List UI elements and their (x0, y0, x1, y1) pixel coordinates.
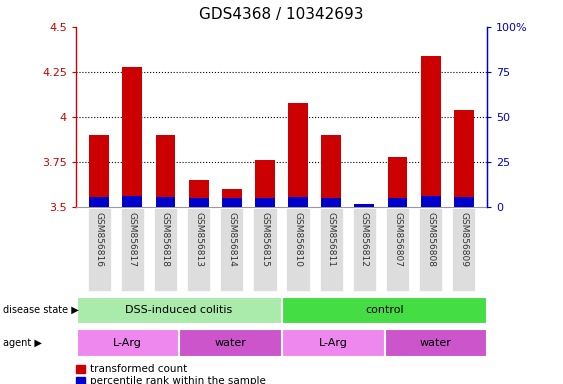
Title: GDS4368 / 10342693: GDS4368 / 10342693 (199, 7, 364, 22)
Bar (421, 195, 441, 207)
Bar (155, 197, 176, 207)
FancyBboxPatch shape (187, 208, 210, 291)
Bar (421, 56, 441, 207)
Text: GSM856815: GSM856815 (261, 212, 270, 266)
FancyBboxPatch shape (386, 208, 409, 291)
Bar (288, 197, 308, 207)
FancyBboxPatch shape (320, 208, 343, 291)
FancyBboxPatch shape (120, 208, 144, 291)
Text: GSM856808: GSM856808 (426, 212, 435, 266)
Text: GSM856809: GSM856809 (459, 212, 468, 266)
Bar (255, 161, 275, 207)
Bar (321, 135, 341, 207)
FancyBboxPatch shape (353, 208, 376, 291)
Text: GSM856811: GSM856811 (327, 212, 336, 266)
Bar (288, 103, 308, 207)
Bar (122, 195, 142, 207)
Bar (155, 135, 176, 207)
Text: GSM856812: GSM856812 (360, 212, 369, 266)
Text: water: water (419, 338, 452, 348)
Text: GSM856810: GSM856810 (293, 212, 302, 266)
Bar (387, 199, 408, 207)
Text: L-Arg: L-Arg (113, 338, 142, 348)
Bar (321, 199, 341, 207)
Text: GSM856816: GSM856816 (95, 212, 104, 266)
Text: disease state ▶: disease state ▶ (3, 305, 79, 315)
Bar (454, 110, 473, 207)
FancyBboxPatch shape (77, 297, 281, 323)
Text: L-Arg: L-Arg (319, 338, 347, 348)
FancyBboxPatch shape (419, 208, 443, 291)
Text: GSM856807: GSM856807 (393, 212, 402, 266)
Text: water: water (214, 338, 246, 348)
Bar (454, 197, 473, 207)
Bar (387, 157, 408, 207)
Bar (189, 199, 208, 207)
FancyBboxPatch shape (220, 208, 243, 291)
FancyBboxPatch shape (154, 208, 177, 291)
FancyBboxPatch shape (287, 208, 310, 291)
Bar (90, 135, 109, 207)
Legend: transformed count, percentile rank within the sample: transformed count, percentile rank withi… (75, 364, 266, 384)
FancyBboxPatch shape (77, 329, 178, 356)
FancyBboxPatch shape (282, 297, 486, 323)
Bar (355, 204, 374, 207)
Text: GSM856818: GSM856818 (161, 212, 170, 266)
FancyBboxPatch shape (253, 208, 276, 291)
Text: GSM856817: GSM856817 (128, 212, 137, 266)
FancyBboxPatch shape (88, 208, 111, 291)
Bar (122, 66, 142, 207)
FancyBboxPatch shape (180, 329, 281, 356)
FancyBboxPatch shape (385, 329, 486, 356)
Text: control: control (365, 305, 404, 315)
Text: DSS-induced colitis: DSS-induced colitis (125, 305, 233, 315)
FancyBboxPatch shape (452, 208, 475, 291)
Text: agent ▶: agent ▶ (3, 338, 42, 348)
Text: GSM856814: GSM856814 (227, 212, 236, 266)
Text: GSM856813: GSM856813 (194, 212, 203, 266)
Bar (189, 180, 208, 207)
Bar (222, 199, 242, 207)
Bar (222, 189, 242, 207)
Bar (355, 204, 374, 207)
Bar (90, 197, 109, 207)
FancyBboxPatch shape (282, 329, 383, 356)
Bar (255, 199, 275, 207)
